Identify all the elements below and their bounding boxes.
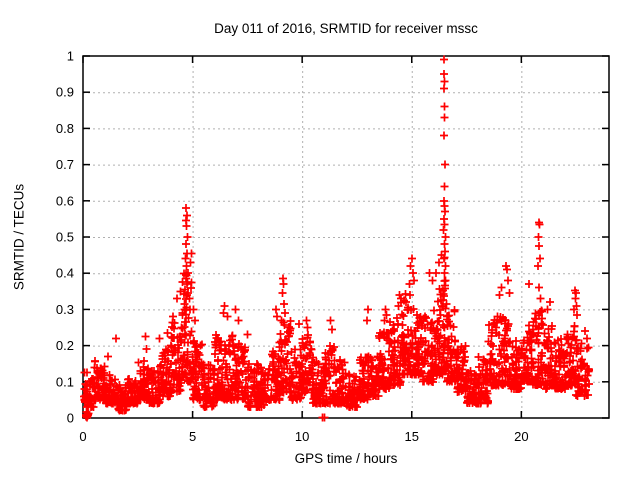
y-tick-label: 0.3: [56, 302, 74, 317]
x-tick-label: 15: [405, 429, 419, 444]
x-tick-label: 5: [189, 429, 196, 444]
y-tick-label: 0.2: [56, 338, 74, 353]
y-tick-label: 0.5: [56, 230, 74, 245]
y-tick-label: 0.8: [56, 121, 74, 136]
y-tick-labels: 0 0.1 0.2 0.3 0.4 0.5 0.6 0.7 0.8 0.9 1: [56, 49, 74, 426]
chart-title: Day 011 of 2016, SRMTID for receiver mss…: [214, 21, 478, 36]
y-tick-label: 0.6: [56, 193, 74, 208]
y-tick-label: 0.9: [56, 85, 74, 100]
x-tick-labels: 0 5 10 15 20: [79, 429, 528, 444]
x-tick-label: 0: [79, 429, 86, 444]
y-tick-label: 0: [67, 411, 74, 426]
y-tick-label: 0.4: [56, 266, 74, 281]
axis-ticks: [82, 55, 609, 419]
x-tick-label: 10: [295, 429, 309, 444]
y-tick-label: 0.7: [56, 157, 74, 172]
y-tick-label: 1: [67, 49, 74, 64]
x-axis-label: GPS time / hours: [294, 451, 398, 466]
data-points-srmtid: [80, 55, 593, 422]
y-tick-label: 0.1: [56, 374, 74, 389]
x-tick-label: 20: [514, 429, 528, 444]
